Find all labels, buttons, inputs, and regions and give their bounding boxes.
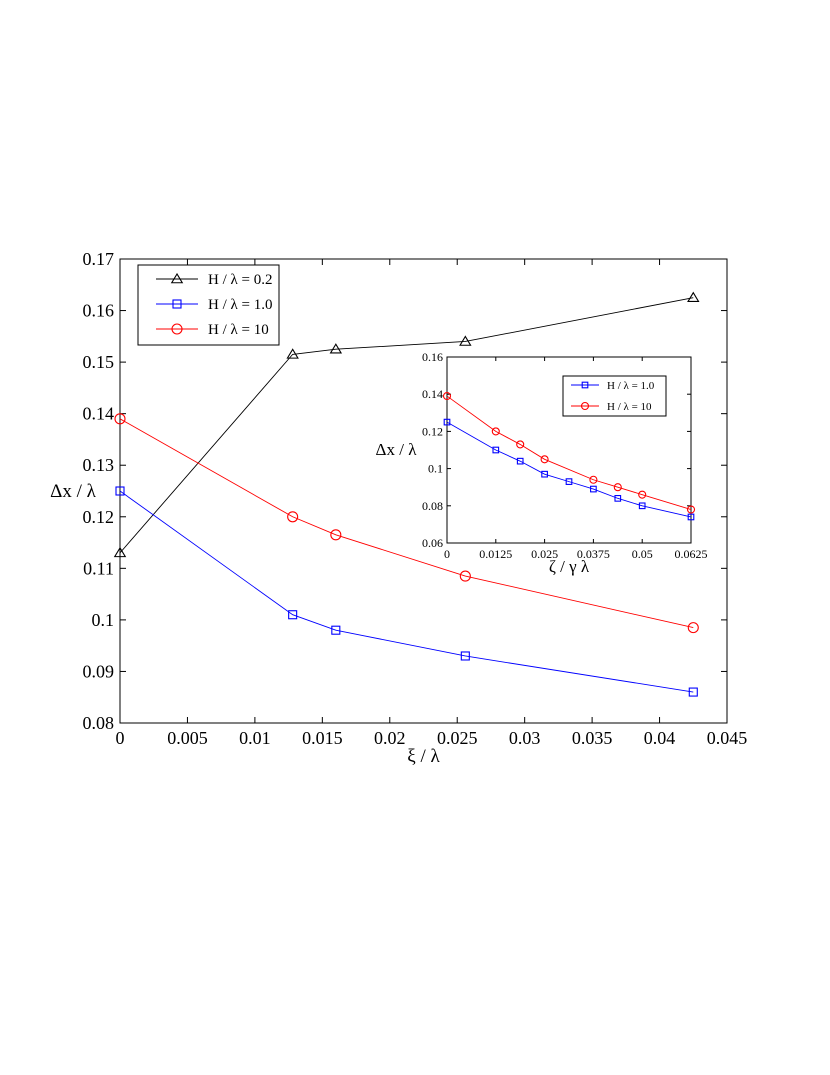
y-tick-label: 0.16 xyxy=(422,350,443,364)
x-tick-label: 0 xyxy=(444,547,450,561)
x-tick-label: 0.025 xyxy=(437,728,478,748)
y-tick-label: 0.06 xyxy=(422,536,443,550)
x-tick-label: 0.01 xyxy=(239,728,271,748)
legend-marker-1 xyxy=(580,401,590,411)
x-tick-label: 0.03 xyxy=(509,728,541,748)
legend-label-0: H / λ = 0.2 xyxy=(208,272,272,288)
y-tick-label: 0.15 xyxy=(83,352,115,372)
legend-label-2: H / λ = 10 xyxy=(208,322,269,338)
legend-box xyxy=(562,375,667,417)
x-tick-label: 0.025 xyxy=(531,547,558,561)
series-line-0 xyxy=(119,297,694,554)
y-axis-label: Δx / λ xyxy=(50,481,96,502)
data-point-0-1 xyxy=(492,446,500,454)
data-point-1-0 xyxy=(115,486,125,496)
data-point-0-2 xyxy=(516,457,524,465)
x-tick-label: 0.02 xyxy=(374,728,406,748)
data-point-0-5 xyxy=(590,485,597,493)
data-point-0-4 xyxy=(565,478,573,485)
y-tick-label: 0.08 xyxy=(83,713,115,733)
x-tick-label: 0.005 xyxy=(167,728,208,748)
data-point-1-6 xyxy=(638,490,647,499)
y-tick-label: 0.12 xyxy=(83,507,115,527)
data-point-2-0 xyxy=(114,413,126,425)
y-tick-label: 0.11 xyxy=(83,558,114,578)
y-tick-label: 0.1 xyxy=(428,462,443,476)
x-tick-label: 0.0625 xyxy=(675,547,708,561)
data-point-1-7 xyxy=(686,505,696,514)
x-tick-label: 0.0375 xyxy=(577,547,610,561)
legend-box xyxy=(137,264,280,346)
data-point-1-4 xyxy=(688,687,698,697)
series-line-0 xyxy=(446,421,692,518)
data-point-1-2 xyxy=(331,625,341,635)
data-point-0-6 xyxy=(614,495,622,502)
x-tick-label: 0.015 xyxy=(302,728,343,748)
data-point-0-1 xyxy=(286,348,299,359)
data-point-2-4 xyxy=(687,622,699,634)
data-point-1-3 xyxy=(460,651,470,661)
x-axis-label: ζ / γ λ xyxy=(549,557,590,576)
series-line-1 xyxy=(446,395,692,510)
legend-label-0: H / λ = 1.0 xyxy=(607,380,655,392)
series-line-1 xyxy=(119,490,694,693)
inset-plot: 0 0.0125 0.025 0.0375 0.05 0.0625 0.06 0.08 0.1 0… xyxy=(376,350,708,576)
y-tick-label: 0.12 xyxy=(422,424,443,438)
data-point-1-0 xyxy=(442,392,452,401)
x-tick-label: 0.04 xyxy=(644,728,676,748)
data-point-0-3 xyxy=(459,335,472,346)
legend-label-1: H / λ = 1.0 xyxy=(208,297,272,313)
y-tick-label: 0.14 xyxy=(83,404,115,424)
y-axis-label: Δx / λ xyxy=(376,440,418,459)
series-line-2 xyxy=(119,418,694,629)
legend-marker-2 xyxy=(171,323,183,335)
y-tick-label: 0.08 xyxy=(422,499,443,513)
data-point-0-4 xyxy=(687,291,700,302)
x-tick-label: 0.05 xyxy=(632,547,653,561)
legend-label-1: H / λ = 10 xyxy=(607,401,652,413)
x-axis-label: ξ / λ xyxy=(407,746,440,767)
legend-marker-1 xyxy=(172,299,182,309)
data-point-0-3 xyxy=(541,470,548,478)
x-tick-label: 0.045 xyxy=(707,728,748,748)
data-point-0-0 xyxy=(113,546,127,558)
data-point-1-3 xyxy=(540,455,549,464)
data-point-1-4 xyxy=(589,475,598,484)
data-point-2-1 xyxy=(287,511,299,523)
legend-marker-0 xyxy=(581,381,589,389)
y-tick-label: 0.17 xyxy=(83,249,115,269)
data-point-0-8 xyxy=(687,513,695,521)
data-point-2-2 xyxy=(330,529,342,541)
data-point-1-1 xyxy=(288,610,298,620)
data-point-2-3 xyxy=(459,570,471,582)
data-point-1-1 xyxy=(491,427,500,436)
data-point-0-7 xyxy=(638,502,646,510)
y-tick-label: 0.13 xyxy=(83,455,115,475)
data-point-0-2 xyxy=(329,343,343,354)
data-point-0-0 xyxy=(443,418,451,426)
y-tick-label: 0.09 xyxy=(83,661,115,681)
x-tick-label: 0.035 xyxy=(572,728,613,748)
x-tick-label: 0.0125 xyxy=(479,547,512,561)
y-tick-label: 0.14 xyxy=(422,387,443,401)
legend-marker-0 xyxy=(170,272,184,284)
data-point-1-2 xyxy=(516,440,525,449)
y-tick-label: 0.16 xyxy=(83,301,115,321)
y-tick-label: 0.1 xyxy=(92,610,115,630)
x-tick-label: 0 xyxy=(116,728,125,748)
data-point-1-5 xyxy=(613,483,622,492)
